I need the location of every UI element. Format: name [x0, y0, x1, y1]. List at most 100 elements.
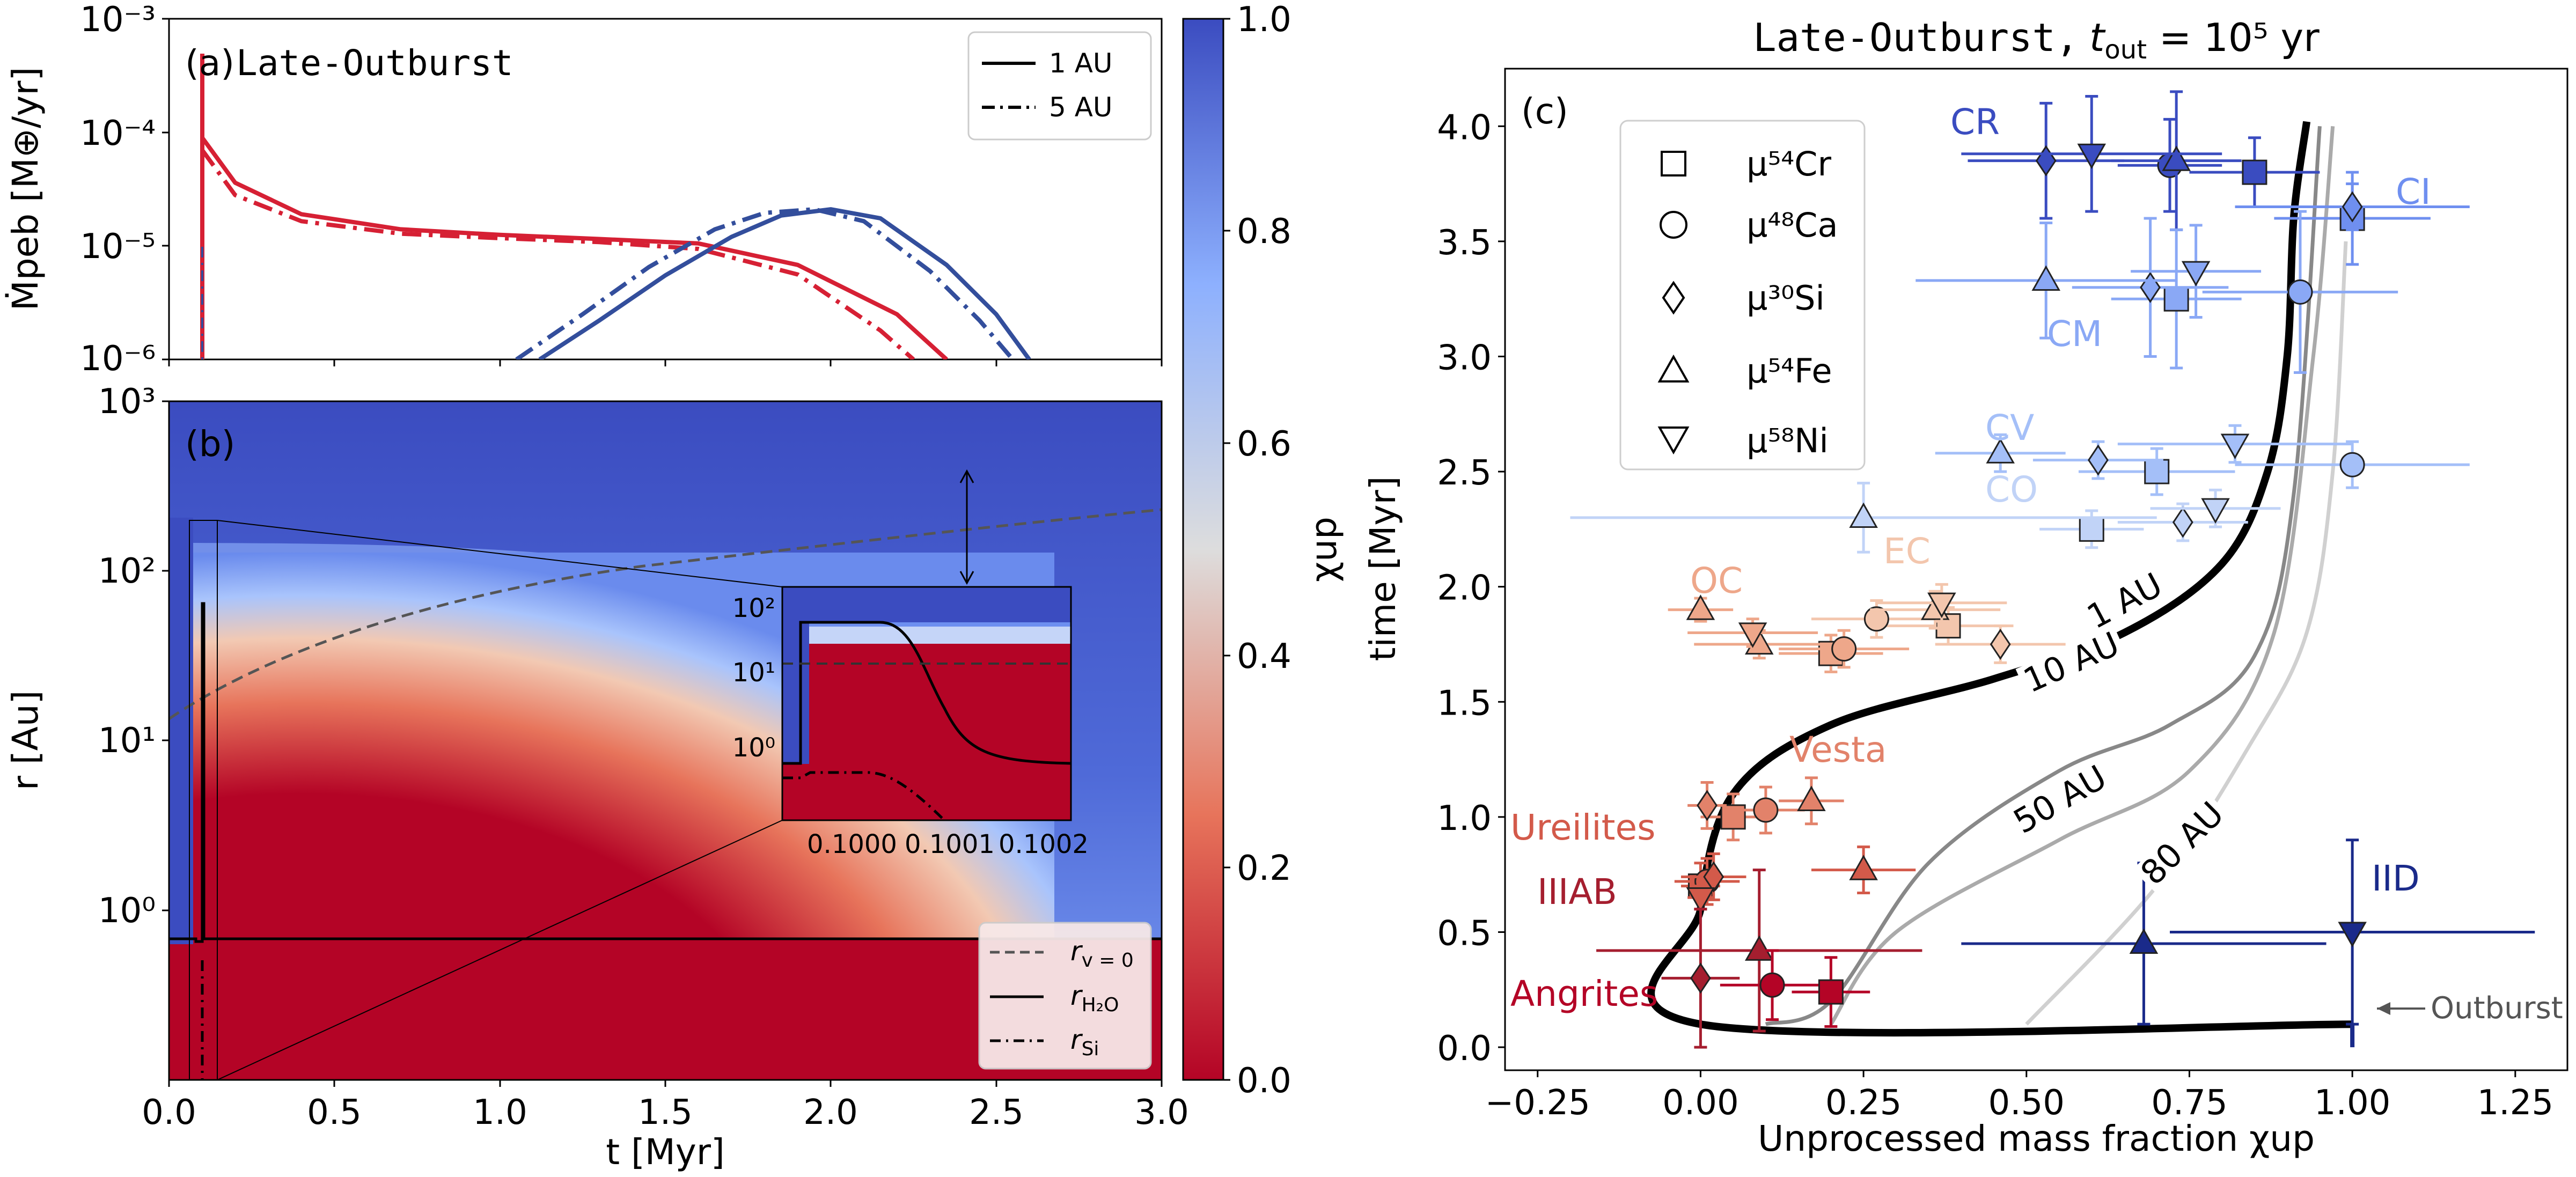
xtick-label: −0.25: [1485, 1083, 1590, 1123]
colorbar-gradient: [1182, 18, 1224, 1081]
panel-c: Late-Outburst, tout = 10⁵ yr (c) 1 AU 10 …: [1362, 15, 2568, 1159]
point-cv-circle: [2235, 440, 2470, 489]
panel-c-label: (c): [1521, 91, 1568, 132]
point-vesta-diamond: [1687, 781, 1727, 830]
ytick-label: 3.5: [1437, 223, 1492, 263]
ytick-label: 10²: [98, 551, 156, 591]
point-cr-square: [2189, 136, 2320, 209]
panel-c-points: [1570, 90, 2535, 1049]
panel-b-xlabel: t [Myr]: [606, 1131, 725, 1173]
point-cv-tri-down: [2117, 424, 2353, 464]
colorbar-tick: 0.4: [1237, 637, 1291, 676]
inset-h2o-curve: [782, 621, 1071, 765]
legend-sub: v = 0: [1082, 950, 1134, 972]
group-labels: CR CI CM CV CO EC OC Vesta Ureilites III…: [1510, 101, 2431, 1014]
inset-ytick: 10²: [732, 593, 775, 623]
group-label-ci: CI: [2396, 171, 2431, 212]
legend-label: μ⁵⁸Ni: [1746, 421, 1829, 460]
series-line-0: [200, 136, 948, 359]
panel-a-series: [200, 136, 1031, 359]
xtick-label: 1.0: [473, 1093, 527, 1132]
group-label-iid: IID: [2372, 858, 2420, 899]
point-cv-square: [2078, 447, 2235, 496]
panel-a-ylabel: Ṁpeb [M⊕/yr]: [5, 67, 46, 311]
panel-a-title: Late-Outburst: [236, 42, 513, 84]
panel-b-label: (b): [185, 423, 235, 465]
ytick-label: 3.0: [1437, 338, 1492, 378]
xtick-label: 1.5: [638, 1093, 693, 1132]
legend-label: μ⁵⁴Fe: [1746, 351, 1832, 391]
panel-b: 10² 10¹ 10⁰ 0.1000 0.1001 0.1002 (b) 10³…: [5, 382, 1189, 1173]
point-co-square: [2039, 509, 2144, 549]
legend-label: μ³⁰Si: [1746, 278, 1825, 318]
ytick-label: 10⁰: [98, 891, 156, 931]
legend-label: 5 AU: [1049, 92, 1113, 123]
group-label-ec: EC: [1883, 531, 1931, 572]
group-label-co: CO: [1985, 469, 2038, 510]
panel-c-yticks: 0.0 0.5 1.0 1.5 2.0 2.5 3.0 3.5 4.0: [1437, 108, 1505, 1069]
curve-10-au: [1765, 126, 2322, 1026]
group-label-ureilites: Ureilites: [1510, 807, 1655, 848]
xtick-label: 0.75: [2151, 1083, 2228, 1123]
legend-label: μ⁵⁴Cr: [1746, 144, 1831, 183]
point-cv-tri-up: [1935, 433, 2066, 473]
title-mono: Late-Outburst,: [1753, 15, 2079, 60]
group-label-oc: OC: [1690, 560, 1743, 601]
legend-r: r: [1070, 936, 1083, 967]
curve-50-au: [1829, 126, 2335, 1026]
panel-a-label: (a): [185, 42, 234, 84]
point-angrites-circle: [1720, 949, 1825, 1021]
point-ureilites-tri-up: [1811, 845, 1916, 895]
xtick-label: 3.0: [1134, 1093, 1189, 1132]
legend-r: r: [1070, 1024, 1083, 1055]
xtick-label: 2.0: [803, 1093, 858, 1132]
group-label-vesta: Vesta: [1789, 729, 1887, 770]
series-line-1: [200, 149, 915, 359]
panel-b-xticks: 0.0 0.5 1.0 1.5 2.0 2.5 3.0: [142, 1080, 1189, 1132]
panel-c-xlabel: Unprocessed mass fraction χup: [1758, 1118, 2315, 1159]
point-iid-tri-down: [2170, 838, 2535, 1026]
point-co-tri-up: [1570, 482, 2157, 554]
legend-triangle-down-icon: [1657, 426, 1690, 455]
point-cr-tri-down: [1961, 95, 2222, 213]
point-ec-tri-down: [1876, 583, 2007, 623]
ytick-label: 2.0: [1437, 569, 1492, 608]
ytick-label: 10⁻⁶: [80, 339, 156, 379]
r-v0-curve: [169, 508, 1162, 720]
point-oc-tri-down: [1687, 617, 1818, 648]
legend-diamond-icon: [1662, 281, 1685, 315]
xtick-label: 0.0: [142, 1093, 196, 1132]
point-co-tri-down: [2150, 488, 2281, 528]
legend-sub: Si: [1082, 1038, 1099, 1060]
panel-b-legend: rv = 0 rH₂O rSi: [978, 922, 1152, 1070]
ytick-label: 10¹: [98, 721, 156, 761]
ytick-label: 10⁻⁵: [80, 227, 156, 267]
group-label-cr: CR: [1950, 101, 2000, 143]
svg-text:rSi: rSi: [1070, 1024, 1099, 1060]
point-ureilites-diamond: [1680, 852, 1746, 901]
legend-circle-icon: [1660, 211, 1687, 239]
point-vesta-square: [1700, 792, 1766, 842]
xtick-label: 0.50: [1988, 1083, 2065, 1123]
xtick-label: 0.5: [307, 1093, 362, 1132]
panel-c-title: Late-Outburst, tout = 10⁵ yr: [1753, 15, 2320, 65]
point-ec-diamond: [1935, 624, 2066, 664]
title-sub: out: [2104, 35, 2147, 65]
panel-b-heatmap: [169, 401, 1162, 1080]
point-oc-circle: [1779, 629, 1910, 669]
point-cm-circle: [2202, 210, 2398, 374]
panel-a-xticks: [168, 359, 1163, 366]
ytick-label: 1.0: [1437, 799, 1492, 838]
panel-b-ylabel: r [Au]: [5, 690, 46, 791]
inset-ytick: 10¹: [732, 658, 775, 688]
xtick-label: 0.25: [1825, 1083, 1902, 1123]
ytick-label: 10⁻⁴: [80, 114, 156, 153]
series-line-2: [538, 207, 1031, 359]
inset: 10² 10¹ 10⁰ 0.1000 0.1001 0.1002: [732, 586, 1089, 859]
colorbar-label: χup: [1303, 517, 1345, 582]
inset-xtick: 0.1001: [905, 829, 995, 859]
point-angrites-square: [1792, 956, 1870, 1028]
ytick-label: 10³: [98, 382, 156, 422]
point-cv-diamond: [2032, 440, 2163, 480]
